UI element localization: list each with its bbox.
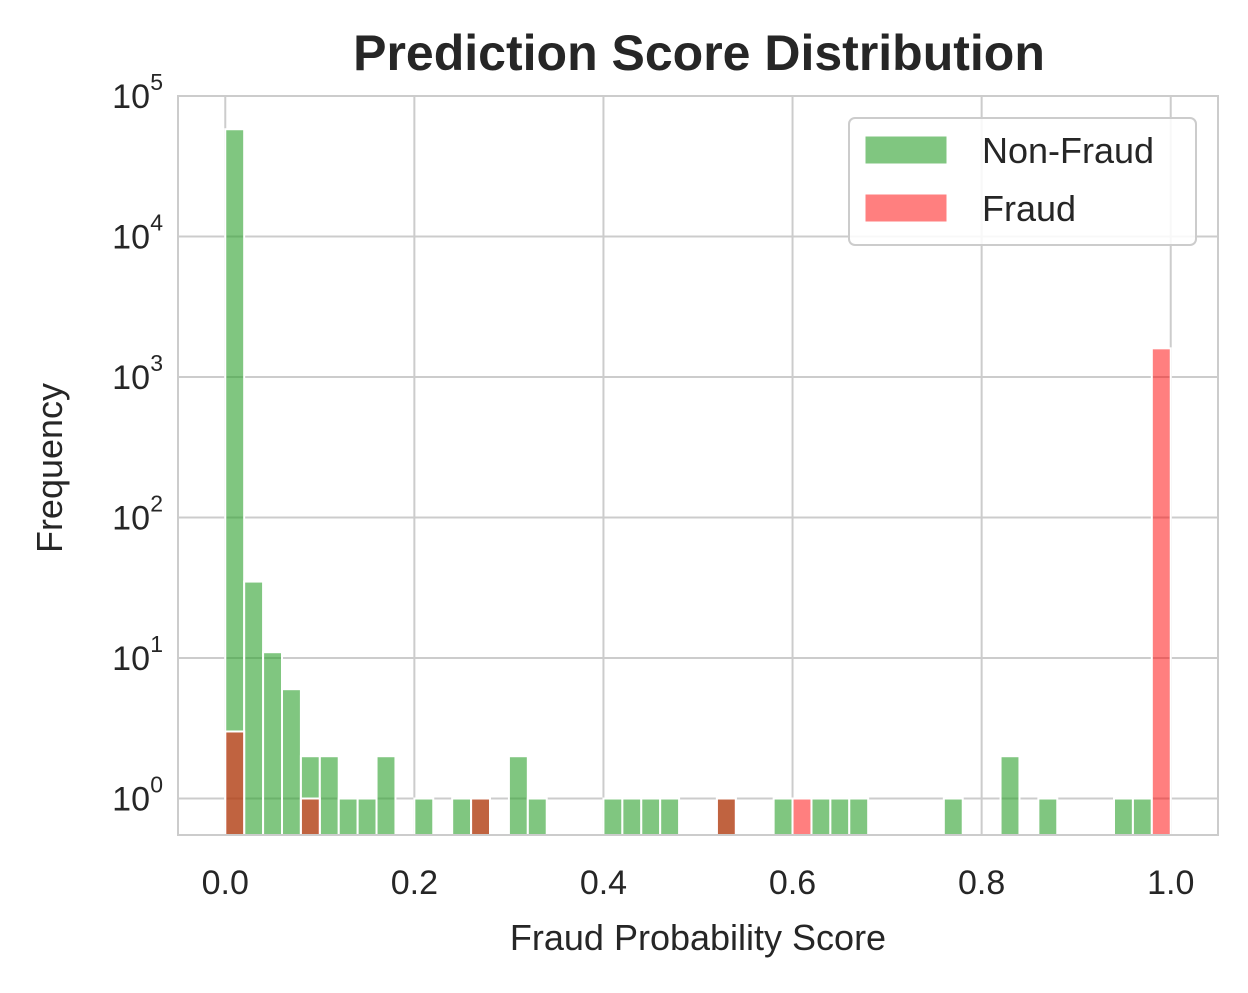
y-tick-label: 10 [112,219,150,257]
bar-non-fraud [318,755,340,836]
x-tick-label: 0.6 [769,864,816,902]
bar-non-fraud [375,755,397,836]
y-tick-exponent: 1 [150,631,163,657]
x-tick-label: 0.2 [391,864,438,902]
bar-fraud [1150,347,1172,836]
y-axis-label: Frequency [29,383,70,553]
bar-non-fraud [262,651,284,836]
bar-non-fraud [526,797,548,836]
y-tick-label: 10 [112,359,150,397]
y-tick-exponent: 2 [150,491,163,517]
plot-frame [177,95,1219,836]
bar-non-fraud [413,797,435,836]
bar-non-fraud [848,797,870,836]
histogram-bars [224,128,1172,837]
bar-non-fraud [602,797,624,836]
bar-non-fraud [281,688,302,837]
bar-non-fraud [356,797,378,836]
bar-non-fraud [451,797,473,836]
y-tick-label: 10 [112,640,150,678]
y-tick-label: 10 [112,78,150,116]
bar-non-fraud [659,797,681,836]
bar-fraud [299,797,321,836]
y-tick-exponent: 0 [150,772,163,798]
bar-non-fraud [621,797,643,836]
bar-non-fraud [829,797,851,836]
chart-title: Prediction Score Distribution [353,25,1045,81]
y-tick-exponent: 3 [150,350,163,376]
x-axis-label: Fraud Probability Score [510,917,886,958]
y-tick-exponent: 5 [150,69,163,95]
bar-non-fraud [999,755,1021,836]
bar-non-fraud [1037,797,1059,836]
legend-swatch-fraud [864,193,948,223]
x-tick-labels: 0.0 0.2 0.4 0.6 0.8 1.0 [202,864,1195,902]
y-tick-label: 10 [112,500,150,538]
bar-non-fraud [1113,797,1134,836]
bar-non-fraud [942,797,964,836]
bar-fraud [715,797,737,836]
bar-non-fraud [810,797,832,836]
bar-non-fraud [640,797,662,836]
y-tick-exponent: 4 [150,210,163,236]
y-tick-label: 10 [112,781,150,819]
x-tick-label: 1.0 [1147,864,1194,902]
bar-non-fraud [243,580,265,836]
legend: Non-Fraud Fraud [848,117,1197,246]
legend-label-fraud: Fraud [982,188,1076,229]
legend-label-non-fraud: Non-Fraud [982,130,1154,171]
bar-fraud [791,797,813,836]
x-tick-label: 0.4 [580,864,627,902]
legend-swatch-non-fraud [864,135,948,165]
x-tick-label: 0.0 [202,864,249,902]
bar-non-fraud [1131,797,1153,836]
bar-non-fraud [507,755,529,836]
bar-non-fraud [337,797,359,836]
bar-fraud [224,730,246,836]
bar-fraud [470,797,492,836]
bar-non-fraud [224,128,246,836]
x-tick-label: 0.8 [958,864,1005,902]
bar-non-fraud [772,797,794,836]
